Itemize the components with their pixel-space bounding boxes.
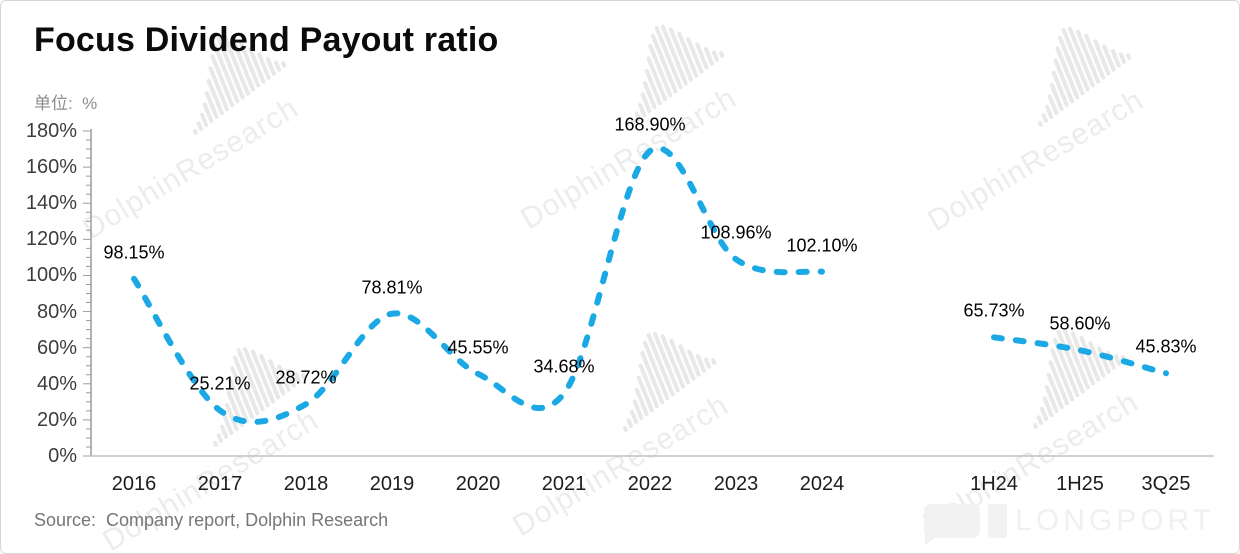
source-text: Source: Company report, Dolphin Research bbox=[34, 510, 389, 530]
page-title: Focus Dividend Payout ratio bbox=[34, 21, 499, 59]
longport-square-icon bbox=[988, 504, 1008, 538]
line-series-interim-payout-ratio bbox=[991, 334, 1169, 377]
longport-wordmark: LONGPORT bbox=[1015, 504, 1215, 537]
longport-bubble-icon bbox=[924, 504, 981, 545]
longport-logo: LONGPORT bbox=[924, 504, 1215, 545]
unit-label: 单位: % bbox=[34, 94, 98, 113]
line-series-annual-payout-ratio bbox=[131, 145, 825, 425]
